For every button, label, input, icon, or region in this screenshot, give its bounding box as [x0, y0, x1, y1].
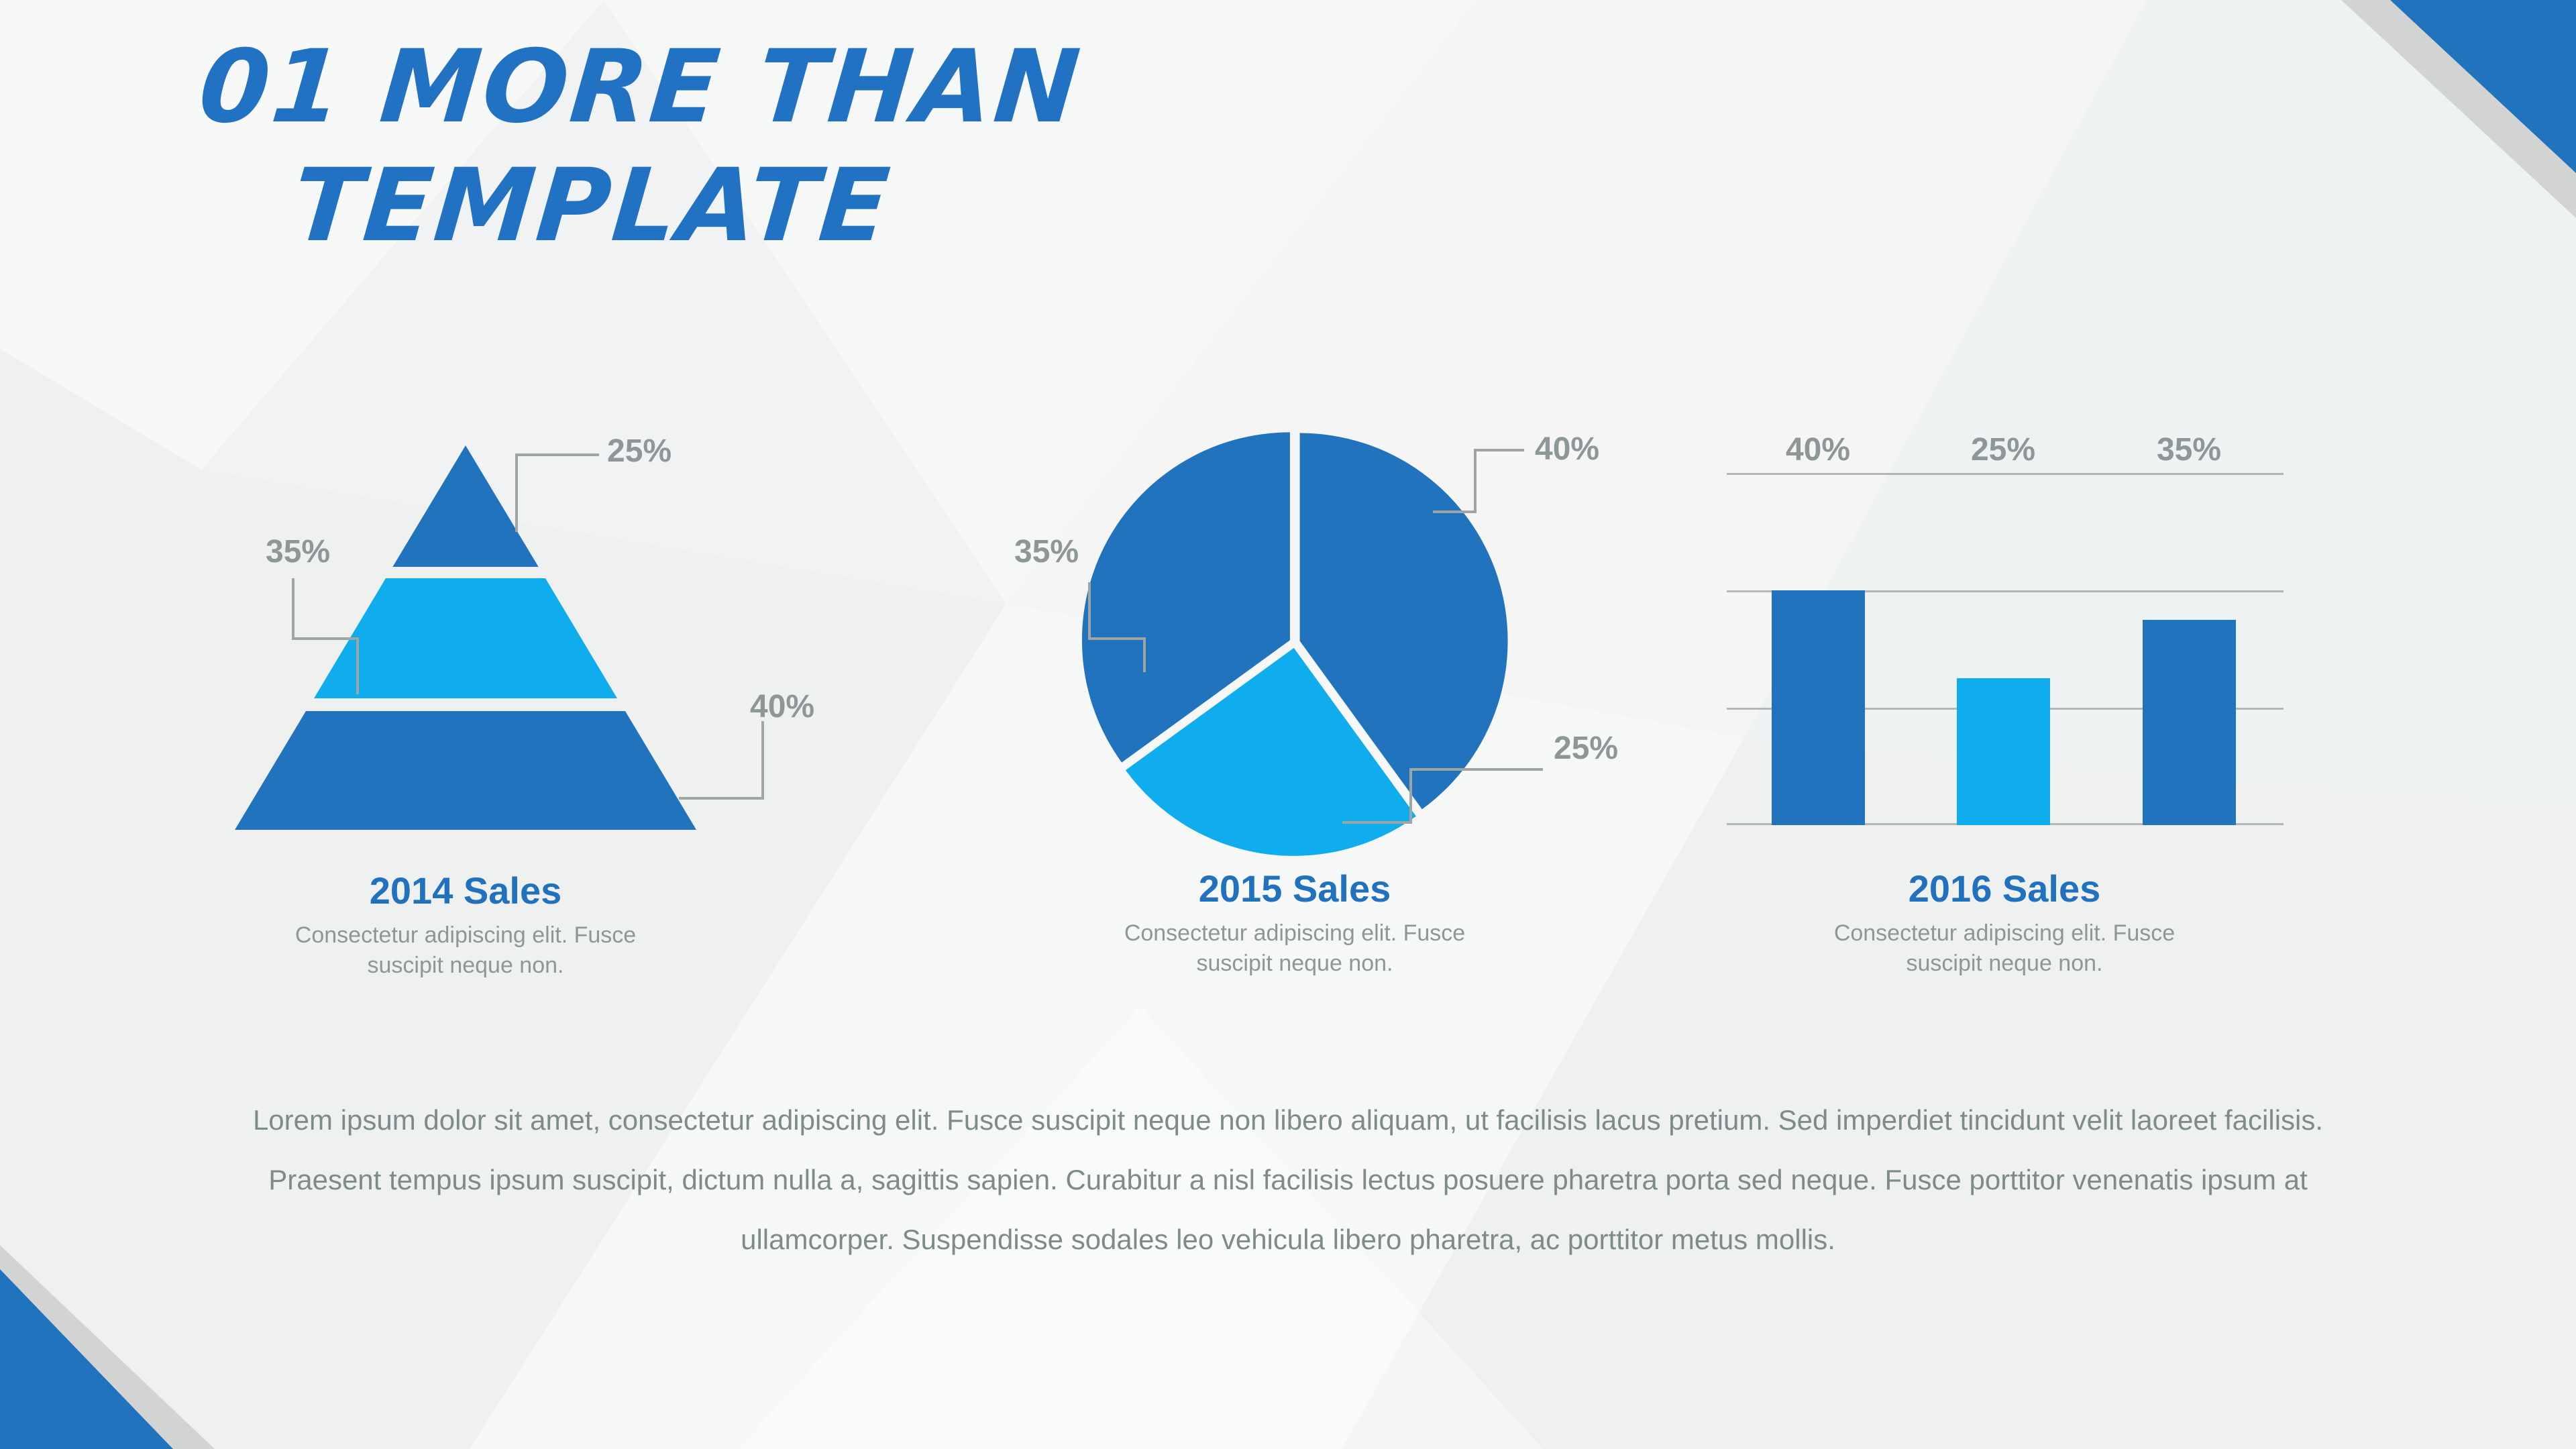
bar-2016-a [1772, 590, 1865, 825]
pie-label-25: 25% [1554, 731, 1619, 766]
bar-gridline-40 [1727, 590, 2284, 592]
body-paragraph: Lorem ipsum dolor sit amet, consectetur … [195, 1090, 2381, 1269]
body-line-3: ullamcorper. Suspendisse sodales leo veh… [741, 1224, 1835, 1256]
pie-label-35: 35% [1014, 534, 1079, 570]
pyramid-caption: 2014 Sales [369, 869, 562, 912]
bar-gridline-60 [1727, 473, 2284, 475]
bar-2016-b [1957, 678, 2050, 825]
pie-callout-40 [1433, 449, 1524, 513]
bar-label-40: 40% [1785, 432, 1851, 468]
pyramid-chart [235, 445, 696, 830]
pie-caption: 2015 Sales [1198, 867, 1391, 910]
pyramid-label-35: 35% [266, 534, 331, 570]
body-line-2: Praesent tempus ipsum suscipit, dictum n… [268, 1164, 2308, 1196]
pie-slice-25 [1125, 647, 1416, 856]
pyramid-description: Consectetur adipiscing elit. Fusce susci… [294, 922, 637, 978]
corner-bottom-left-blue [0, 1269, 173, 1449]
callout-lines [292, 449, 1543, 824]
bar-description: Consectetur adipiscing elit. Fusce susci… [1833, 920, 2176, 976]
bar-2016-c [2143, 619, 2236, 825]
pie-callout-25 [1342, 768, 1543, 824]
body-line-1: Lorem ipsum dolor sit amet, consectetur … [252, 1104, 2324, 1136]
pie-description: Consectetur adipiscing elit. Fusce susci… [1124, 920, 1466, 976]
pyramid-segment-bottom [235, 711, 696, 830]
bar-label-25: 25% [1970, 432, 2036, 468]
corner-top-right-blue [2390, 0, 2576, 173]
pyramid-callout-25 [515, 453, 599, 532]
pie-slice-35 [1081, 432, 1290, 763]
pyramid-callout-40 [679, 721, 764, 800]
pie-chart [1081, 432, 1508, 856]
bar-caption: 2016 Sales [1908, 867, 2101, 910]
pie-slice-40 [1299, 433, 1508, 810]
pyramid-segment-top [392, 445, 539, 567]
pyramid-label-25: 25% [607, 433, 672, 469]
pyramid-callout-35 [292, 578, 359, 694]
pyramid-segment-middle [314, 578, 617, 698]
bar-chart: 40% 25% 35% [1727, 432, 2284, 825]
pie-callout-35 [1088, 582, 1146, 672]
pyramid-label-40: 40% [750, 689, 815, 724]
pie-label-40: 40% [1535, 431, 1600, 467]
bar-label-35: 35% [2156, 432, 2222, 468]
